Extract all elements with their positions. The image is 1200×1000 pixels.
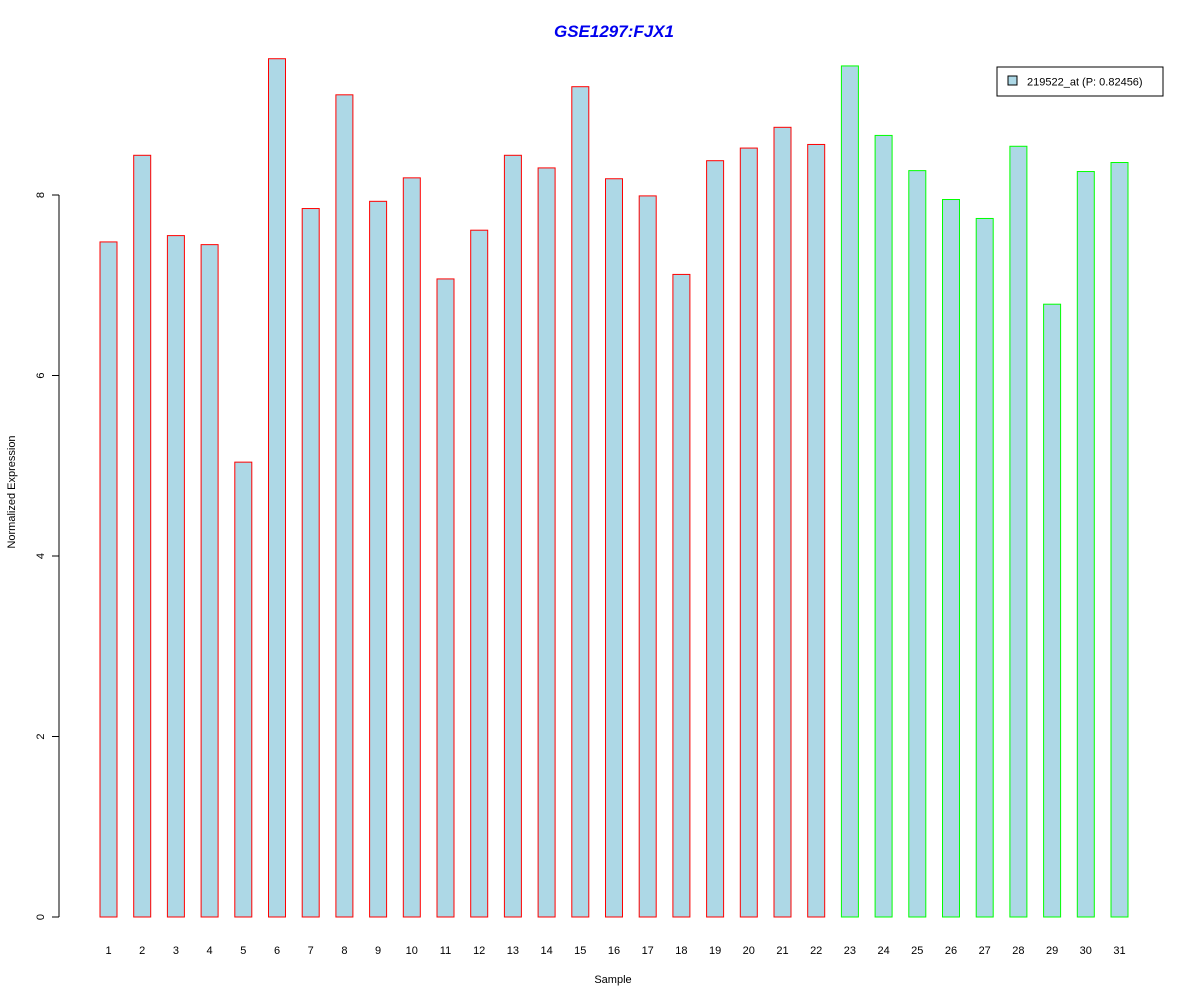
x-tick-label: 4 bbox=[207, 945, 213, 957]
y-tick-label: 2 bbox=[35, 733, 47, 739]
bar-sample-22 bbox=[807, 143, 826, 918]
y-tick-label: 6 bbox=[35, 372, 47, 378]
bar-sample-16 bbox=[605, 178, 623, 918]
x-tick-labels: 1 2 3 4 5 6 7 8 9 10 11 12 13 14 15 16 17 18 19 20 21 22 23 24 2… bbox=[105, 945, 1125, 957]
bar-sample-9 bbox=[369, 200, 388, 918]
x-tick-label: 9 bbox=[375, 945, 381, 957]
x-tick-label: 27 bbox=[979, 945, 991, 957]
bar-sample-17 bbox=[638, 195, 657, 918]
x-tick-label: 19 bbox=[709, 945, 721, 957]
bar-sample-24 bbox=[874, 134, 893, 918]
x-tick-label: 17 bbox=[642, 945, 654, 957]
x-tick-label: 16 bbox=[608, 945, 620, 957]
bar-sample-20 bbox=[739, 147, 758, 918]
y-tick-label: 4 bbox=[35, 553, 47, 559]
x-tick-label: 21 bbox=[776, 945, 788, 957]
bar-sample-7 bbox=[301, 208, 320, 918]
x-tick-label: 29 bbox=[1046, 945, 1058, 957]
bar-sample-10 bbox=[402, 177, 421, 918]
bar-sample-12 bbox=[470, 229, 489, 918]
bar-sample-23 bbox=[840, 65, 859, 918]
bar-sample-2 bbox=[133, 154, 152, 918]
bars-group bbox=[99, 58, 1129, 918]
bar-sample-18 bbox=[672, 273, 691, 918]
x-tick-label: 22 bbox=[810, 945, 822, 957]
x-tick-label: 28 bbox=[1012, 945, 1024, 957]
x-axis-label: Sample bbox=[594, 974, 631, 986]
bar-sample-29 bbox=[1043, 303, 1062, 918]
legend: 219522_at (P: 0.82456) bbox=[996, 66, 1164, 97]
legend-swatch bbox=[1007, 75, 1018, 86]
x-tick-label: 8 bbox=[341, 945, 347, 957]
x-tick-label: 15 bbox=[574, 945, 586, 957]
bar-sample-5 bbox=[234, 461, 253, 918]
x-tick-label: 24 bbox=[877, 945, 889, 957]
chart-title: GSE1297:FJX1 bbox=[554, 22, 674, 41]
bar-sample-27 bbox=[975, 217, 994, 918]
x-tick-label: 12 bbox=[473, 945, 485, 957]
x-tick-label: 3 bbox=[173, 945, 179, 957]
x-tick-label: 30 bbox=[1080, 945, 1092, 957]
bar-sample-1 bbox=[99, 241, 118, 918]
bar-sample-25 bbox=[908, 170, 927, 918]
bar-sample-31 bbox=[1110, 162, 1129, 918]
x-tick-label: 2 bbox=[139, 945, 145, 957]
x-tick-label: 20 bbox=[743, 945, 755, 957]
x-tick-label: 26 bbox=[945, 945, 957, 957]
y-tick-label: 8 bbox=[35, 192, 47, 198]
y-tick-label: 0 bbox=[35, 914, 47, 920]
x-tick-label: 7 bbox=[308, 945, 314, 957]
bar-sample-14 bbox=[537, 167, 556, 918]
x-tick-label: 23 bbox=[844, 945, 856, 957]
bar-sample-8 bbox=[335, 94, 354, 918]
bar-sample-15 bbox=[571, 86, 590, 918]
x-tick-label: 1 bbox=[105, 945, 111, 957]
legend-box bbox=[996, 66, 1164, 97]
legend-label: 219522_at (P: 0.82456) bbox=[1027, 77, 1143, 89]
x-tick-label: 5 bbox=[240, 945, 246, 957]
x-tick-label: 14 bbox=[540, 945, 552, 957]
y-axis: 0 2 4 6 8 bbox=[35, 192, 60, 920]
x-tick-label: 13 bbox=[507, 945, 519, 957]
bar-sample-13 bbox=[503, 154, 522, 918]
bar-sample-6 bbox=[268, 58, 286, 918]
x-tick-label: 6 bbox=[274, 945, 280, 957]
x-tick-label: 25 bbox=[911, 945, 923, 957]
bar-sample-26 bbox=[942, 199, 960, 918]
x-tick-label: 18 bbox=[675, 945, 687, 957]
bar-sample-19 bbox=[706, 160, 725, 918]
bar-sample-3 bbox=[166, 235, 185, 918]
bar-sample-21 bbox=[773, 126, 792, 918]
bar-sample-11 bbox=[436, 278, 455, 918]
y-axis-label: Normalized Expression bbox=[6, 435, 18, 548]
x-tick-label: 31 bbox=[1113, 945, 1125, 957]
x-tick-label: 11 bbox=[440, 945, 451, 957]
bar-sample-4 bbox=[200, 244, 219, 918]
bar-sample-28 bbox=[1009, 145, 1028, 918]
x-tick-label: 10 bbox=[406, 945, 418, 957]
bar-sample-30 bbox=[1076, 171, 1095, 918]
